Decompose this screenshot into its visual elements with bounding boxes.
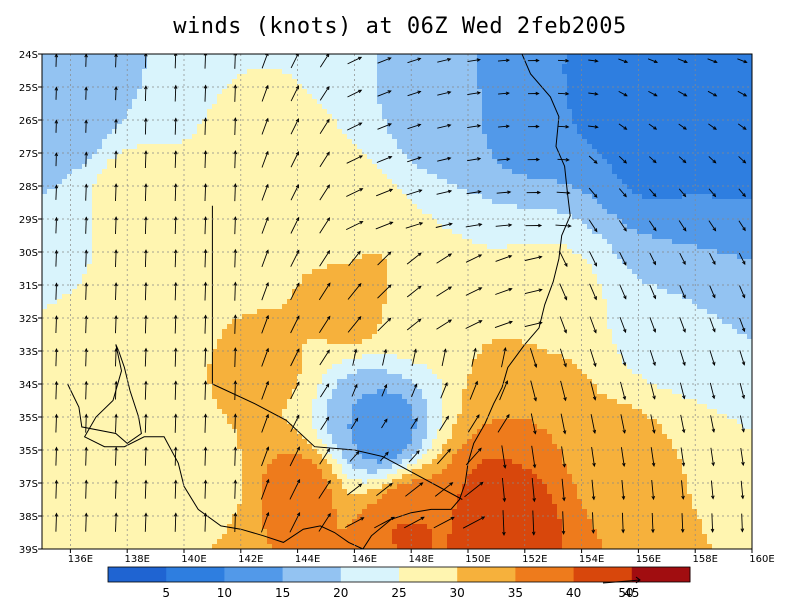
x-tick-label: 154E — [579, 554, 604, 565]
colorbar-swatch — [166, 567, 225, 582]
colorbar-swatch — [632, 567, 691, 582]
y-tick-label: 32S — [19, 314, 38, 325]
y-tick-label: 35S — [19, 446, 38, 457]
colorbar-label: 5 — [162, 586, 170, 600]
colorbar: 5 10 15 20 25 30 35 40 45 — [108, 567, 691, 600]
colorbar-swatch — [399, 567, 458, 582]
x-tick-label: 150E — [465, 554, 490, 565]
y-tick-label: 39S — [19, 545, 38, 556]
x-tick-label: 160E — [749, 554, 774, 565]
colorbar-label: 30 — [450, 586, 465, 600]
y-tick-label: 37S — [19, 479, 38, 490]
x-tick-label: 146E — [352, 554, 377, 565]
y-tick-label: 27S — [19, 149, 38, 160]
colorbar-swatch — [224, 567, 283, 582]
x-tick-label: 138E — [124, 554, 149, 565]
colorbar-label: 20 — [333, 586, 348, 600]
colorbar-swatch — [283, 567, 342, 582]
y-tick-label: 30S — [19, 248, 38, 259]
x-tick-label: 152E — [522, 554, 547, 565]
colorbar-swatch — [574, 567, 633, 582]
x-tick-label: 140E — [181, 554, 206, 565]
colorbar-label: 40 — [566, 586, 581, 600]
x-axis: 136E 138E 140E 142E 144E 146E 148E 150E 152E 154E… — [68, 549, 775, 565]
x-tick-label: 156E — [636, 554, 661, 565]
y-tick-label: 24S — [19, 50, 38, 61]
y-tick-label: 38S — [19, 512, 38, 523]
colorbar-swatch — [108, 567, 167, 582]
colorbar-label: 15 — [275, 586, 290, 600]
x-tick-label: 148E — [408, 554, 433, 565]
y-tick-label: 34S — [19, 380, 38, 391]
y-tick-label: 29S — [19, 215, 38, 226]
colorbar-swatch — [515, 567, 574, 582]
colorbar-swatch — [457, 567, 516, 582]
y-axis: 24S 25S 26S 27S 28S 29S 30S 31S 32S 33S 34S 35S 35S 3… — [19, 50, 42, 556]
y-tick-label: 26S — [19, 116, 38, 127]
x-tick-label: 158E — [692, 554, 717, 565]
reference-vector-label: 50 — [618, 586, 633, 600]
y-tick-label: 31S — [19, 281, 38, 292]
colorbar-label: 10 — [217, 586, 232, 600]
x-tick-label: 136E — [68, 554, 93, 565]
x-tick-label: 142E — [238, 554, 263, 565]
colorbar-label: 35 — [508, 586, 523, 600]
y-tick-label: 28S — [19, 182, 38, 193]
colorbar-label: 25 — [391, 586, 406, 600]
y-tick-label: 33S — [19, 347, 38, 358]
y-tick-label: 25S — [19, 83, 38, 94]
colorbar-swatch — [341, 567, 400, 582]
wind-speed-field — [42, 54, 753, 550]
y-tick-label: 35S — [19, 413, 38, 424]
x-tick-label: 144E — [295, 554, 320, 565]
